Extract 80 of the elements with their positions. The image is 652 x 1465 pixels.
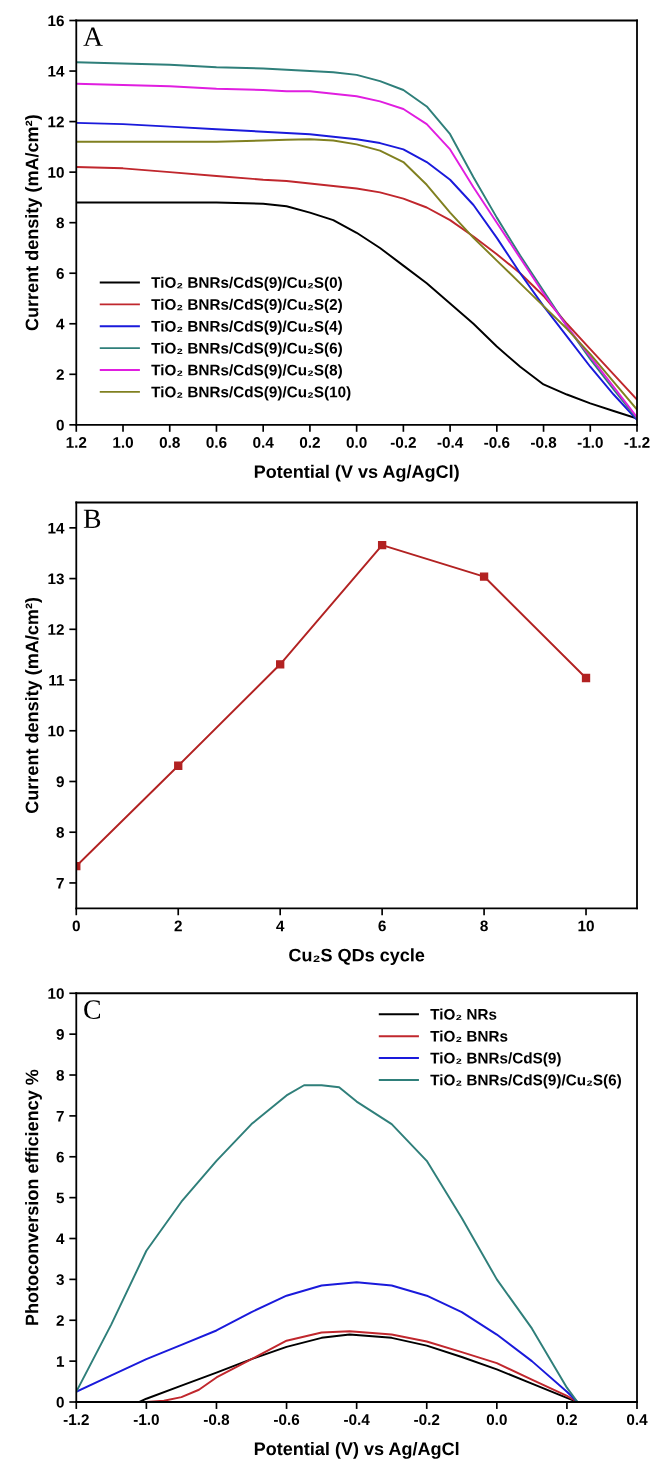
y-tick-label: 12 [48,116,64,128]
chart-title: B [83,509,101,528]
y-tick-label: 12 [48,624,64,635]
x-tick-label: 10 [578,920,594,932]
x-axis-title: Potential (V vs Ag/AgCl) [254,464,459,482]
y-tick-label: 7 [56,1110,64,1122]
x-tick-label: -0.4 [437,437,464,448]
x-tick-label: 0.6 [206,437,227,448]
y-tick-label: 8 [56,217,65,229]
x-tick-label: 0.0 [486,1414,507,1426]
legend-label: TiO₂ BNRs/CdS(9)/Cu₂S(6) [430,1074,621,1089]
x-tick-label: 0.8 [159,437,180,448]
legend-label: TiO₂ BNRs/CdS(9)/Cu₂S(4) [151,320,342,335]
y-axis-title: Current density (mA/cm²) [25,115,42,331]
chart-title: C [84,1000,101,1019]
y-tick-label: 0 [56,1396,64,1408]
y-tick-label: 9 [56,776,64,788]
legend-label: TiO₂ BNRs/CdS(9) [430,1052,561,1067]
x-tick-label: -0.2 [390,437,416,448]
x-tick-label: 4 [276,920,285,932]
y-axis-title: Current density (mA/cm²) [25,597,42,813]
y-tick-label: 11 [49,675,65,686]
point [174,761,183,770]
y-tick-label: 8 [56,827,65,838]
x-tick-label: -0.8 [530,437,557,448]
y-tick-label: 14 [48,66,65,77]
y-tick-label: 10 [48,167,64,178]
x-tick-label: 1.0 [113,437,133,448]
y-tick-label: 8 [56,1069,65,1081]
y-tick-label: 14 [48,522,65,534]
y-tick-label: 9 [56,1029,64,1040]
point [581,673,591,683]
y-tick-label: 13 [48,573,64,585]
x-tick-label: 0.4 [253,437,274,448]
x-tick-label: 0.0 [346,437,367,448]
x-tick-label: 8 [480,920,488,932]
y-axis-title: Photoconversion efficiency % [25,1069,42,1325]
x-tick-label: 1.2 [66,437,87,448]
y-tick-label: 2 [56,1315,64,1326]
legend-label: TiO₂ BNRs/CdS(9)/Cu₂S(8) [151,364,342,379]
x-tick-label: 0.2 [556,1414,577,1426]
point [276,660,285,669]
x-tick-label: 0.4 [626,1414,648,1426]
x-tick-label: -0.6 [484,437,510,448]
x-tick-label: 6 [378,920,386,932]
x-tick-label: -1.0 [133,1414,159,1426]
x-axis-title: Cu₂S QDs cycle [289,948,425,966]
x-tick-label: 2 [174,920,182,932]
y-tick-label: 10 [48,725,64,737]
y-tick-label: 6 [56,268,64,279]
legend-label: TiO₂ BNRs/CdS(9)/Cu₂S(2) [151,298,342,313]
y-tick-label: 6 [56,1151,64,1163]
x-tick-label: -1.0 [577,437,603,448]
x-tick-label: -0.8 [203,1414,230,1426]
y-tick-label: 4 [56,1233,65,1245]
y-tick-label: 1 [56,1356,65,1367]
y-tick-label: 7 [56,877,64,889]
y-tick-label: 0 [56,419,64,431]
point [479,572,489,581]
y-tick-label: 3 [56,1274,64,1286]
y-tick-label: 4 [56,318,65,330]
chart-title: A [83,27,103,46]
legend-label: TiO₂ BNRs [430,1030,508,1042]
point [377,540,387,550]
x-tick-label: 0.2 [299,437,320,448]
y-tick-label: 10 [48,988,64,999]
legend-label: TiO₂ BNRs/CdS(9)/Cu₂S(6) [151,342,342,357]
x-tick-label: -0.4 [344,1414,370,1426]
x-tick-label: -1.2 [63,1414,89,1425]
x-tick-label: -1.2 [624,437,650,448]
legend-label: TiO₂ BNRs/CdS(9)/Cu₂S(0) [151,276,342,291]
x-axis-title: Potential (V) vs Ag/AgCl [254,1441,459,1459]
legend-label: TiO₂ NRs [430,1008,497,1021]
y-tick-label: 5 [56,1192,65,1204]
x-tick-label: -0.2 [414,1414,440,1426]
legend-label: TiO₂ BNRs/CdS(9)/Cu₂S(10) [151,386,351,401]
y-tick-label: 16 [48,15,64,27]
y-tick-label: 2 [56,369,64,380]
x-tick-label: 0 [72,920,80,932]
x-tick-label: -0.6 [273,1414,300,1426]
